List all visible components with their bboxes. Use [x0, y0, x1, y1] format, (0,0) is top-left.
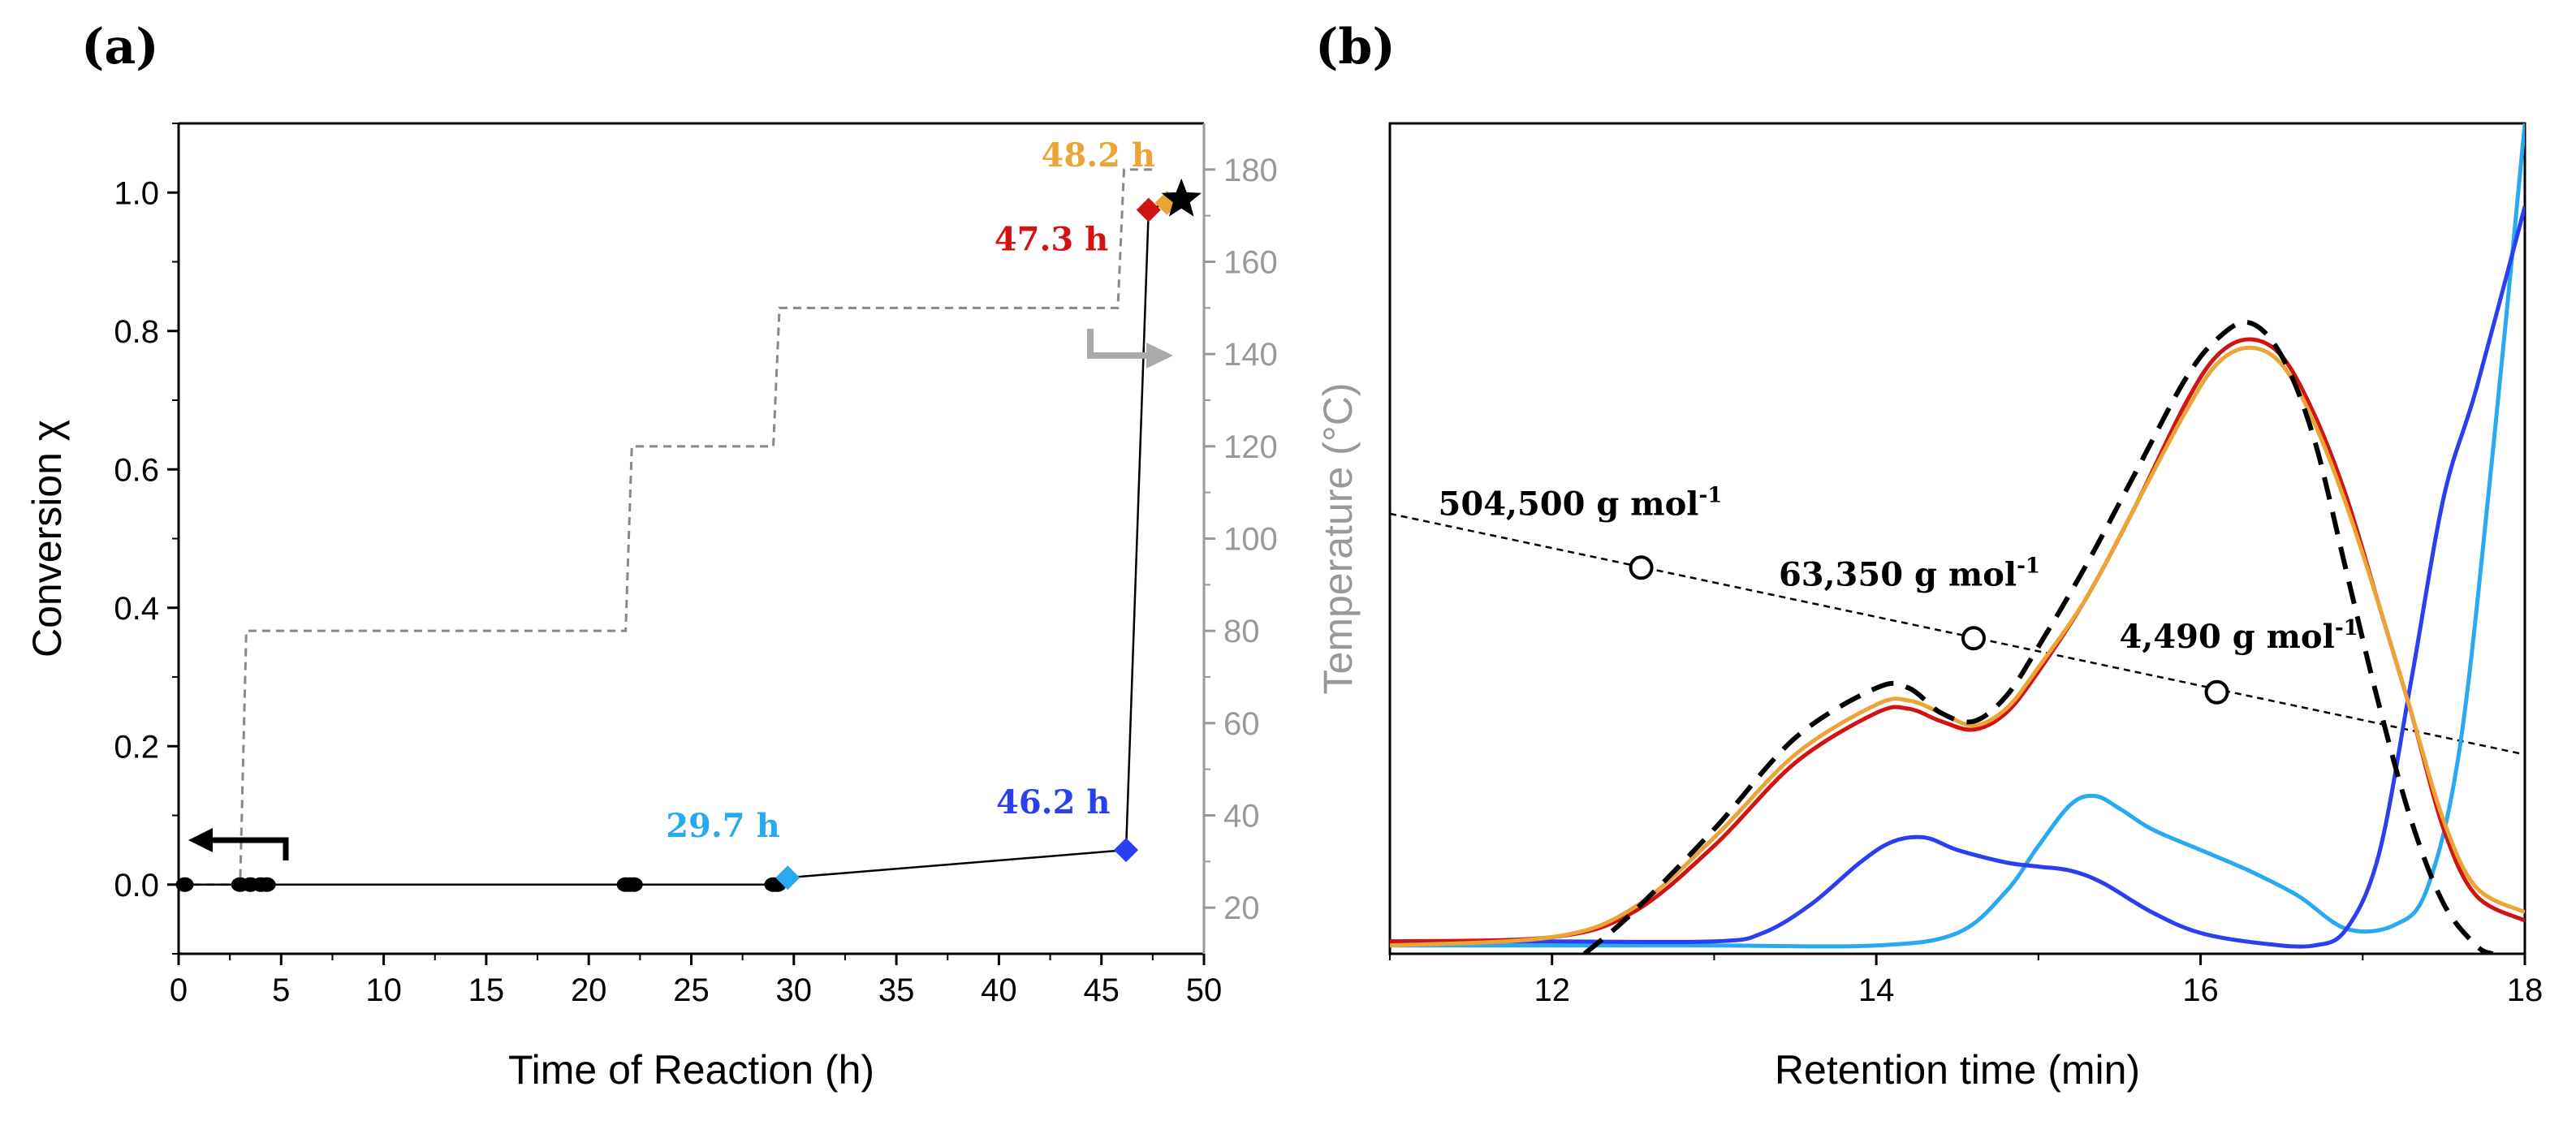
- x-tick-label: 35: [878, 972, 915, 1008]
- conversion-line: [184, 198, 1182, 886]
- calibration-label-sup: -1: [1698, 483, 1722, 507]
- calibration-line: [1390, 512, 2525, 756]
- x-axis-label: Time of Reaction (h): [508, 1047, 874, 1093]
- series-line-297h: [1390, 123, 2525, 949]
- series-line-482h: [1390, 345, 2525, 948]
- calibration-label: 63,350 g mol-1: [1779, 554, 2040, 593]
- x-tick-label: 20: [571, 972, 607, 1008]
- y2-axis-label: Temperature (°C): [1315, 383, 1361, 695]
- y-tick-label: 0.0: [114, 868, 159, 903]
- calibration-label-sup: -1: [2017, 554, 2040, 578]
- point-label: 47.3 h: [995, 221, 1108, 259]
- y2-tick-label: 80: [1223, 614, 1260, 649]
- conversion-point: [624, 877, 643, 892]
- calibration-point: [2204, 679, 2229, 705]
- calibration-label: 504,500 g mol-1: [1439, 483, 1723, 523]
- y2-tick-label: 40: [1223, 799, 1260, 834]
- series-line-489h: [1582, 319, 2494, 954]
- right-axis-arrow-head: [1146, 343, 1173, 369]
- conversion-point: [175, 877, 194, 892]
- y2-tick-label: 180: [1223, 153, 1278, 188]
- y2-tick-label: 120: [1223, 429, 1278, 465]
- point-label: 29.7 h: [666, 807, 779, 845]
- diamond-marker-462h: [1114, 838, 1139, 863]
- calibration-label-text: 63,350 g mol: [1779, 555, 2017, 593]
- panel-b-label: (b): [1315, 19, 1396, 75]
- x-tick-label: 18: [2507, 972, 2544, 1008]
- y2-tick-label: 100: [1223, 522, 1278, 558]
- x-tick-label: 5: [272, 972, 290, 1008]
- x-tick-label: 25: [673, 972, 710, 1008]
- x-tick-label: 50: [1186, 972, 1223, 1008]
- left-axis-arrow-head: [188, 828, 213, 852]
- star-marker: [1161, 178, 1202, 217]
- x-tick-label: 14: [1858, 972, 1895, 1008]
- y-tick-label: 0.6: [114, 452, 159, 488]
- y2-tick-label: 140: [1223, 337, 1278, 373]
- point-label: 48.2 h: [1042, 136, 1155, 175]
- x-tick-label: 12: [1534, 972, 1570, 1008]
- y2-tick-label: 60: [1223, 706, 1260, 742]
- calibration-label: 4,490 g mol-1: [2120, 616, 2358, 656]
- calibration-point: [1629, 555, 1654, 580]
- left-axis-arrow: [207, 837, 289, 860]
- x-axis-label: Retention time (min): [1775, 1047, 2140, 1093]
- diamond-marker-297h: [775, 865, 800, 890]
- calibration-point: [1961, 626, 1986, 651]
- y-tick-label: 0.4: [114, 591, 159, 627]
- panel-b-chart: 12 14 16 18 Retention time (min) 504,500 g mo…: [1388, 122, 2544, 1093]
- x-tick-label: 30: [776, 972, 813, 1008]
- y-tick-label: 1.0: [114, 175, 159, 211]
- plot-area: [1390, 123, 2525, 954]
- x-tick-label: 45: [1083, 972, 1120, 1008]
- x-tick-label: 15: [468, 972, 505, 1008]
- y-axis-label: Conversion χ: [24, 420, 70, 658]
- calibration-label-sup: -1: [2335, 616, 2358, 640]
- conversion-point: [257, 877, 276, 892]
- panel-a-chart: 0 5 10 15 20 25 30 35 40 45 50 0.0 0.2 0.4 0.6 0.8 1.0 20…: [24, 122, 1361, 1093]
- calibration-label-text: 4,490 g mol: [2120, 618, 2335, 656]
- y2-tick-label: 20: [1223, 890, 1260, 926]
- plot-frame: [1388, 122, 2526, 955]
- y-tick-label: 0.8: [114, 314, 159, 350]
- calibration-label-text: 504,500 g mol: [1439, 485, 1699, 523]
- y-tick-label: 0.2: [114, 729, 159, 765]
- diamond-marker-473h: [1136, 197, 1161, 222]
- y2-tick-label: 160: [1223, 245, 1278, 281]
- panel-a-label: (a): [81, 19, 159, 75]
- point-label: 46.2 h: [996, 783, 1110, 821]
- x-tick-label: 0: [170, 972, 188, 1008]
- temperature-profile-line: [179, 168, 1153, 886]
- x-tick-label: 10: [365, 972, 402, 1008]
- x-tick-label: 40: [981, 972, 1017, 1008]
- series-line-462h: [1390, 205, 2525, 949]
- right-axis-arrow: [1087, 329, 1149, 359]
- x-tick-label: 16: [2182, 972, 2219, 1008]
